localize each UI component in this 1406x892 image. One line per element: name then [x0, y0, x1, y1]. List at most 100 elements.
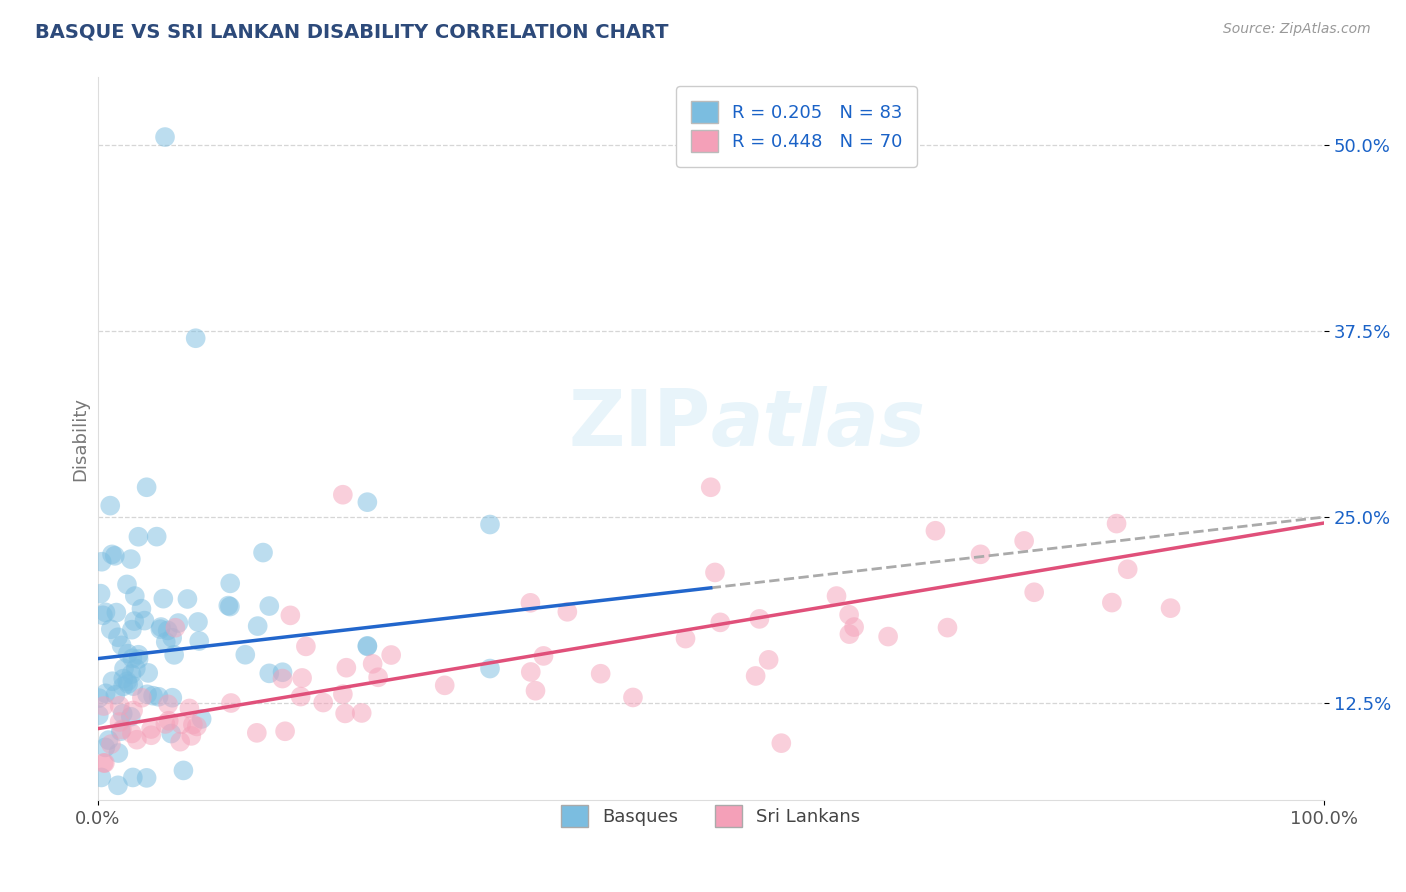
Point — [152, 591, 174, 606]
Point — [219, 599, 242, 614]
Point — [1024, 585, 1046, 599]
Point — [162, 690, 184, 705]
Point — [356, 495, 378, 509]
Point — [187, 615, 209, 629]
Point — [155, 635, 177, 649]
Point — [110, 724, 132, 739]
Y-axis label: Disability: Disability — [72, 397, 89, 481]
Point — [121, 623, 143, 637]
Point — [121, 726, 143, 740]
Point — [181, 717, 204, 731]
Point — [128, 652, 150, 666]
Point — [259, 599, 281, 613]
Point — [589, 666, 612, 681]
Point — [170, 717, 193, 731]
Point — [139, 722, 162, 736]
Point — [111, 723, 134, 737]
Point — [291, 671, 314, 685]
Point — [124, 589, 146, 603]
Point — [135, 771, 157, 785]
Point — [709, 615, 731, 630]
Point — [520, 665, 543, 679]
Point — [770, 736, 793, 750]
Point — [121, 651, 143, 665]
Point — [219, 576, 242, 591]
Point — [758, 653, 780, 667]
Point — [621, 690, 644, 705]
Point — [141, 728, 163, 742]
Point — [156, 624, 179, 638]
Point — [167, 615, 190, 630]
Point — [91, 608, 114, 623]
Point — [122, 679, 145, 693]
Point — [101, 548, 124, 562]
Point — [149, 620, 172, 634]
Point — [157, 698, 180, 712]
Point — [186, 719, 208, 733]
Point — [557, 605, 579, 619]
Point — [135, 480, 157, 494]
Point — [176, 591, 198, 606]
Point — [190, 712, 212, 726]
Point — [87, 691, 110, 706]
Text: BASQUE VS SRI LANKAN DISABILITY CORRELATION CHART: BASQUE VS SRI LANKAN DISABILITY CORRELAT… — [35, 22, 669, 41]
Point — [842, 620, 865, 634]
Point — [524, 683, 547, 698]
Point — [136, 687, 159, 701]
Point — [93, 756, 115, 770]
Point — [252, 545, 274, 559]
Point — [134, 614, 156, 628]
Point — [112, 661, 135, 675]
Point — [188, 634, 211, 648]
Point — [1116, 562, 1139, 576]
Point — [90, 771, 112, 785]
Point — [94, 686, 117, 700]
Point — [107, 746, 129, 760]
Point — [479, 517, 502, 532]
Point — [108, 698, 131, 713]
Point — [97, 733, 120, 747]
Point — [127, 530, 149, 544]
Point — [172, 764, 194, 778]
Point — [131, 601, 153, 615]
Point — [157, 714, 180, 728]
Point — [160, 631, 183, 645]
Point — [124, 614, 146, 628]
Point — [122, 704, 145, 718]
Legend: Basques, Sri Lankans: Basques, Sri Lankans — [554, 798, 868, 835]
Point — [94, 740, 117, 755]
Point — [94, 756, 117, 770]
Point — [246, 726, 269, 740]
Point — [744, 669, 766, 683]
Point — [131, 690, 153, 705]
Point — [115, 674, 138, 689]
Point — [533, 648, 555, 663]
Point — [112, 680, 135, 694]
Point — [748, 612, 770, 626]
Point — [120, 552, 142, 566]
Point — [356, 639, 378, 653]
Point — [332, 687, 354, 701]
Point — [163, 648, 186, 662]
Text: Source: ZipAtlas.com: Source: ZipAtlas.com — [1223, 22, 1371, 37]
Point — [936, 621, 959, 635]
Text: atlas: atlas — [711, 386, 925, 462]
Point — [333, 706, 356, 721]
Point — [479, 662, 502, 676]
Point — [148, 690, 170, 704]
Point — [94, 605, 117, 619]
Point — [350, 706, 373, 720]
Point — [1105, 516, 1128, 531]
Point — [107, 778, 129, 792]
Point — [121, 667, 143, 681]
Point — [100, 622, 122, 636]
Text: ZIP: ZIP — [568, 386, 711, 462]
Point — [280, 608, 302, 623]
Point — [367, 670, 389, 684]
Point — [136, 665, 159, 680]
Point — [969, 547, 991, 561]
Point — [107, 630, 129, 644]
Point — [90, 587, 112, 601]
Point — [217, 599, 239, 613]
Point — [1101, 596, 1123, 610]
